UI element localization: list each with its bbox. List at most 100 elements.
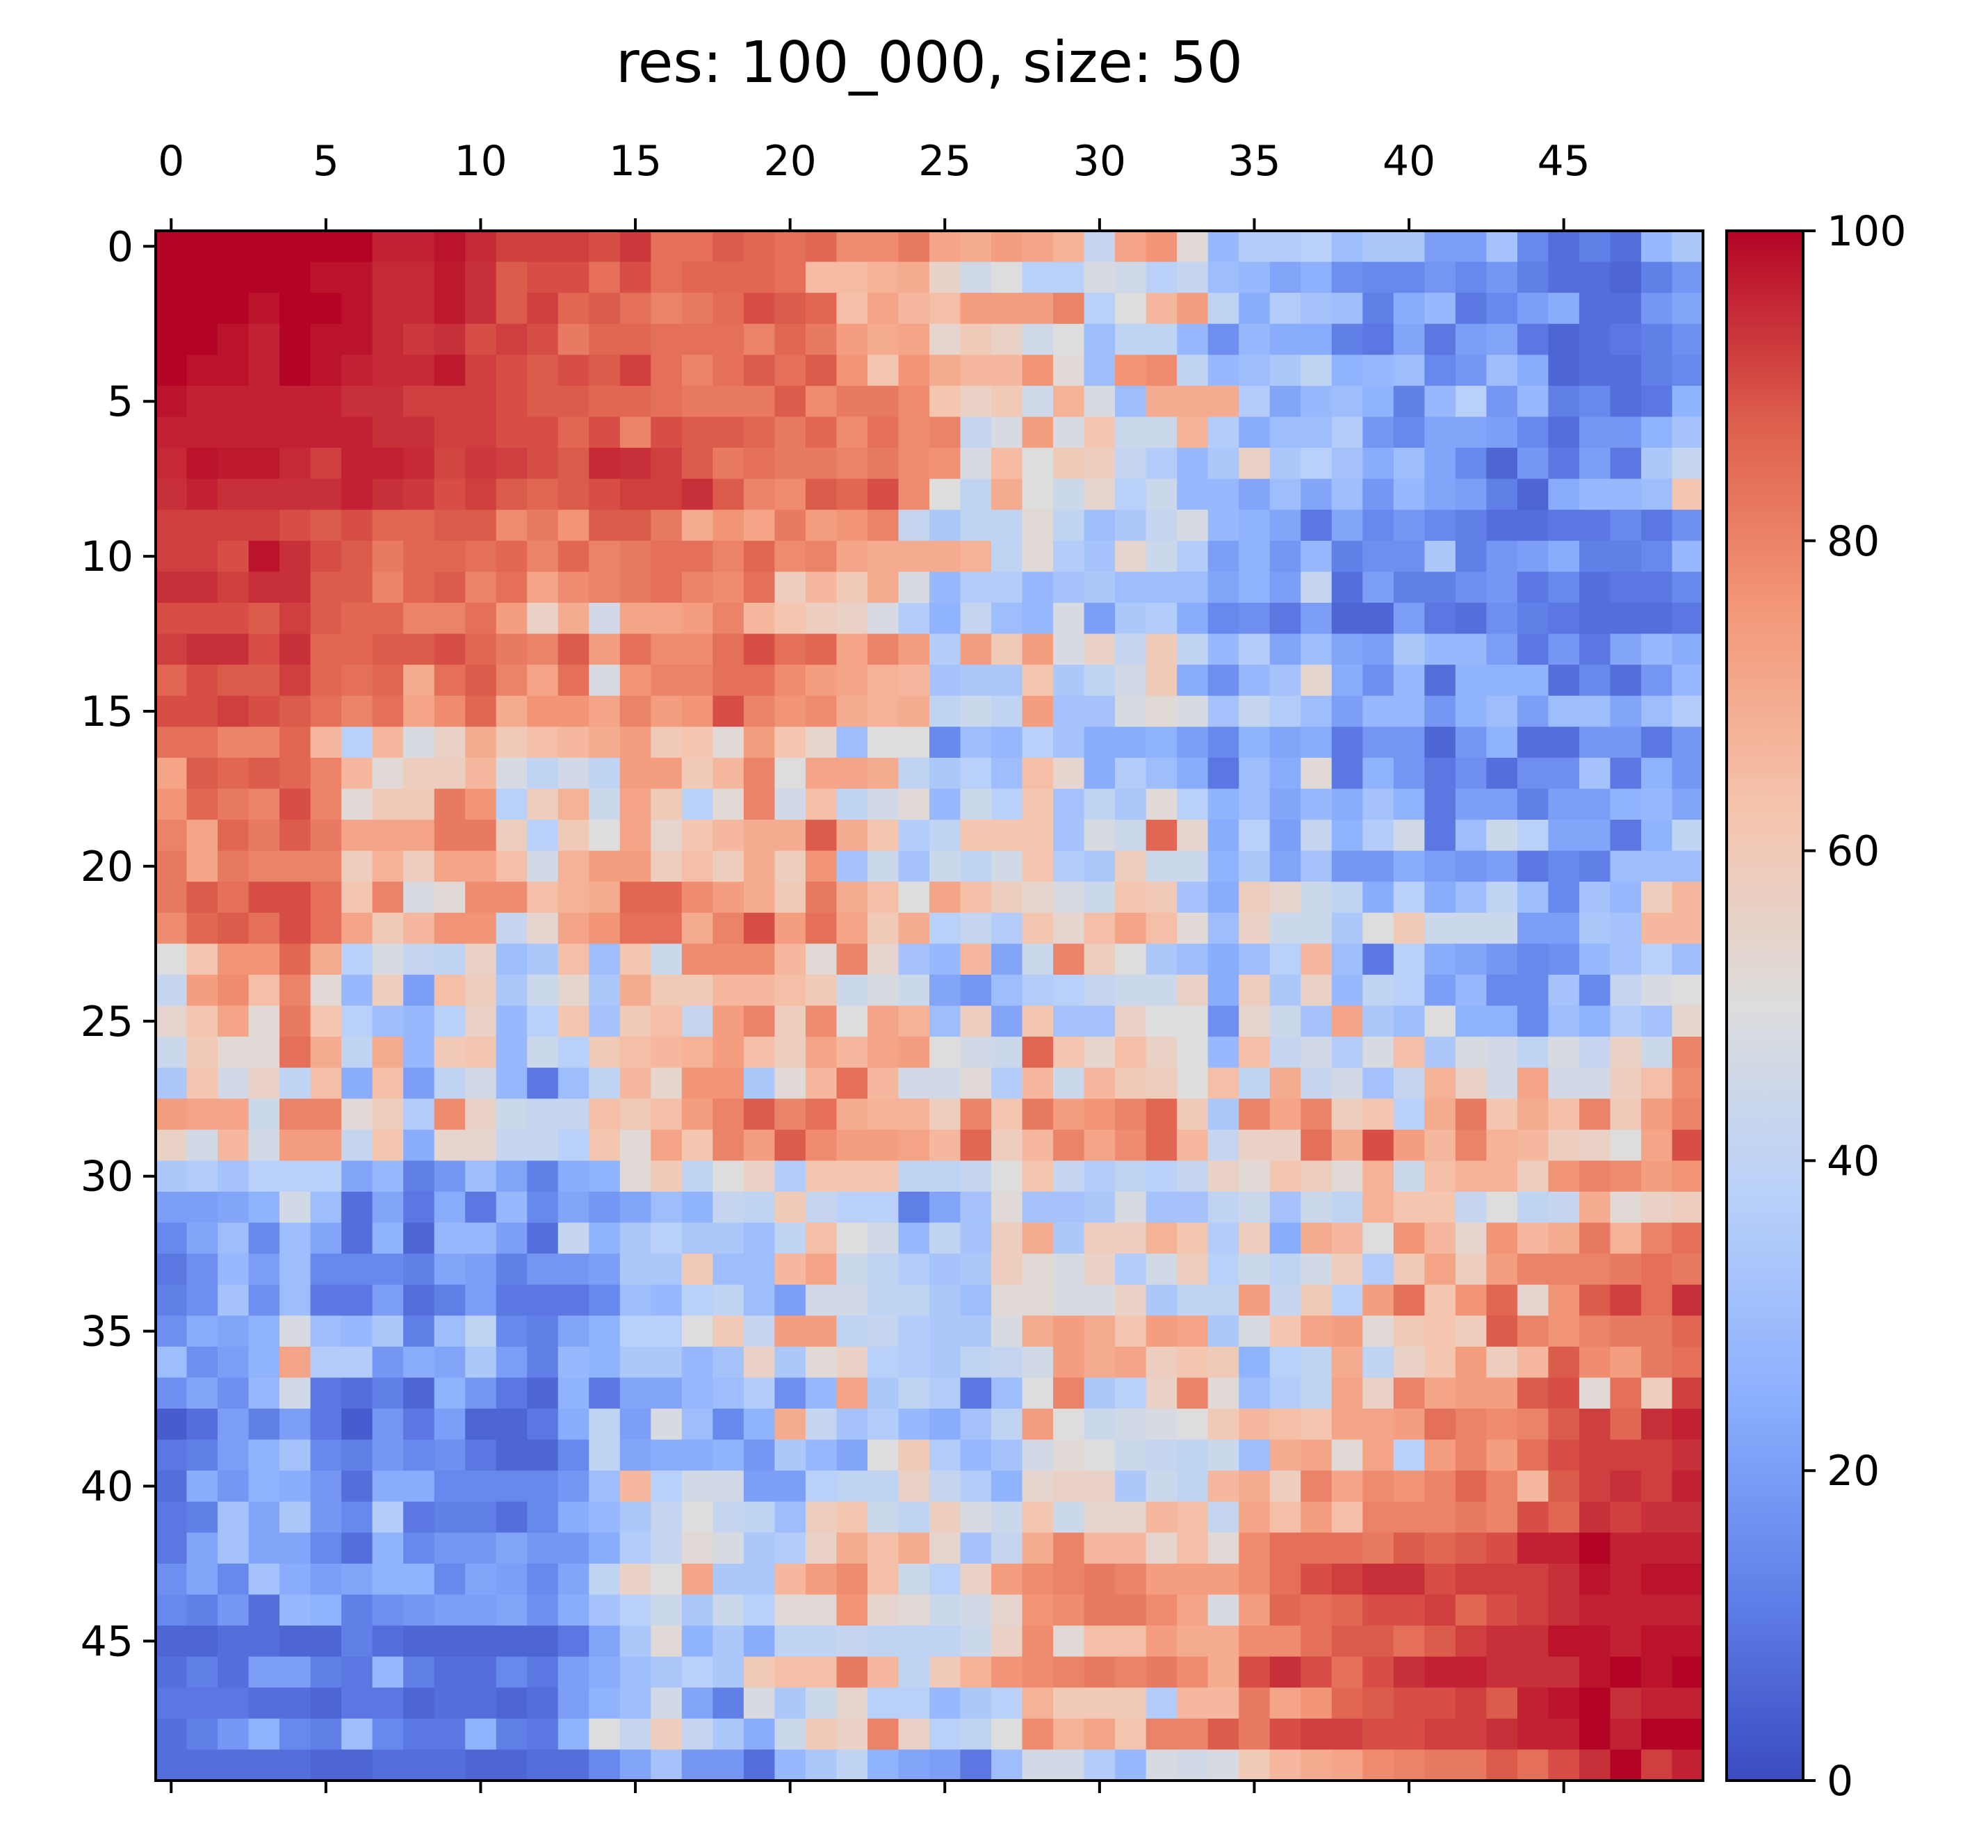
heatmap-cell — [774, 448, 806, 480]
heatmap-cell — [1084, 1129, 1116, 1161]
heatmap-cell — [805, 727, 838, 759]
heatmap-cell — [434, 850, 466, 882]
heatmap-cell — [1177, 974, 1209, 1007]
heatmap-cell — [1239, 323, 1271, 355]
heatmap-cell — [867, 293, 899, 325]
heatmap-cell — [1053, 665, 1085, 697]
heatmap-cell — [774, 1284, 806, 1316]
heatmap-cell — [341, 1377, 373, 1409]
heatmap-cell — [403, 1346, 435, 1379]
heatmap-cell — [434, 1099, 466, 1130]
heatmap-cell — [991, 1315, 1023, 1347]
heatmap-cell — [1393, 293, 1425, 325]
heatmap-cell — [218, 788, 250, 820]
heatmap-cell — [496, 1222, 528, 1254]
heatmap-cell — [1301, 850, 1333, 882]
heatmap-cell — [1239, 943, 1271, 975]
heatmap-cell — [1269, 1254, 1301, 1286]
heatmap-cell — [805, 293, 838, 325]
heatmap-cell — [774, 1129, 806, 1161]
heatmap-cell — [341, 1656, 373, 1688]
heatmap-cell — [465, 1656, 497, 1688]
heatmap-cell — [465, 1191, 497, 1224]
heatmap-cell — [774, 1594, 806, 1626]
heatmap-cell — [1146, 231, 1178, 263]
heatmap-cell — [1424, 293, 1456, 325]
heatmap-cell — [465, 1439, 497, 1471]
heatmap-cell — [1115, 510, 1147, 542]
heatmap-cell — [1579, 385, 1611, 418]
heatmap-cell — [1331, 665, 1363, 697]
heatmap-cell — [1269, 293, 1301, 325]
heatmap-cell — [1517, 1377, 1549, 1409]
heatmap-cell — [681, 757, 713, 790]
heatmap-cell — [836, 1377, 868, 1409]
heatmap-cell — [960, 385, 992, 418]
heatmap-cell — [218, 572, 250, 603]
heatmap-cell — [1331, 293, 1363, 325]
heatmap-cell — [1301, 1563, 1333, 1596]
heatmap-cell — [1486, 757, 1518, 790]
heatmap-cell — [1331, 510, 1363, 542]
heatmap-cell — [1424, 1005, 1456, 1037]
heatmap-cell — [403, 1687, 435, 1719]
heatmap-cell — [712, 1191, 744, 1224]
heatmap-cell — [960, 323, 992, 355]
heatmap-cell — [1115, 665, 1147, 697]
heatmap-cell — [1455, 695, 1487, 727]
heatmap-cell — [929, 261, 961, 293]
heatmap-cell — [248, 1191, 280, 1224]
colorbar-gradient — [1727, 231, 1803, 1781]
heatmap-cell — [557, 1067, 589, 1099]
heatmap-cell — [1610, 1563, 1642, 1596]
heatmap-cell — [589, 665, 621, 697]
heatmap-cell — [1640, 974, 1673, 1007]
heatmap-cell — [712, 974, 744, 1007]
heatmap-cell — [1115, 1687, 1147, 1719]
heatmap-cell — [248, 416, 280, 448]
heatmap-cell — [372, 727, 404, 759]
heatmap-cell — [218, 1594, 250, 1626]
heatmap-cell — [1455, 1532, 1487, 1564]
heatmap-cell — [279, 1222, 311, 1254]
heatmap-cell — [681, 788, 713, 820]
heatmap-cell — [1486, 261, 1518, 293]
heatmap-cell — [1084, 1532, 1116, 1564]
heatmap-cell — [1672, 665, 1704, 697]
heatmap-cell — [434, 1284, 466, 1316]
heatmap-cell — [743, 1470, 775, 1502]
heatmap-cell — [898, 1377, 930, 1409]
heatmap-cell — [867, 416, 899, 448]
heatmap-cell — [1331, 1409, 1363, 1441]
heatmap-cell — [1146, 1439, 1178, 1471]
heatmap-cell — [836, 261, 868, 293]
heatmap-cell — [248, 882, 280, 914]
heatmap-cell — [589, 293, 621, 325]
heatmap-cell — [1424, 974, 1456, 1007]
heatmap-cell — [867, 1254, 899, 1286]
heatmap-cell — [1146, 1470, 1178, 1502]
heatmap-cell — [1022, 882, 1054, 914]
heatmap-cell — [1672, 416, 1704, 448]
heatmap-cell — [434, 1563, 466, 1596]
heatmap-cell — [836, 665, 868, 697]
heatmap-cell — [1548, 1191, 1580, 1224]
heatmap-cell — [681, 510, 713, 542]
heatmap-cell — [1239, 695, 1271, 727]
heatmap-cell — [279, 912, 311, 944]
heatmap-cell — [1424, 510, 1456, 542]
heatmap-cell — [960, 416, 992, 448]
heatmap-cell — [1053, 231, 1085, 263]
heatmap-cell — [712, 1254, 744, 1286]
heatmap-cell — [434, 912, 466, 944]
heatmap-cell — [1362, 448, 1394, 480]
heatmap-cell — [496, 820, 528, 852]
heatmap-cell — [1207, 912, 1239, 944]
heatmap-cell — [186, 1160, 218, 1192]
heatmap-cell — [898, 1656, 930, 1688]
heatmap-cell — [218, 385, 250, 418]
heatmap-cell — [156, 1439, 188, 1471]
heatmap-cell — [1239, 757, 1271, 790]
heatmap-cell — [218, 1191, 250, 1224]
heatmap-cell — [1393, 1687, 1425, 1719]
